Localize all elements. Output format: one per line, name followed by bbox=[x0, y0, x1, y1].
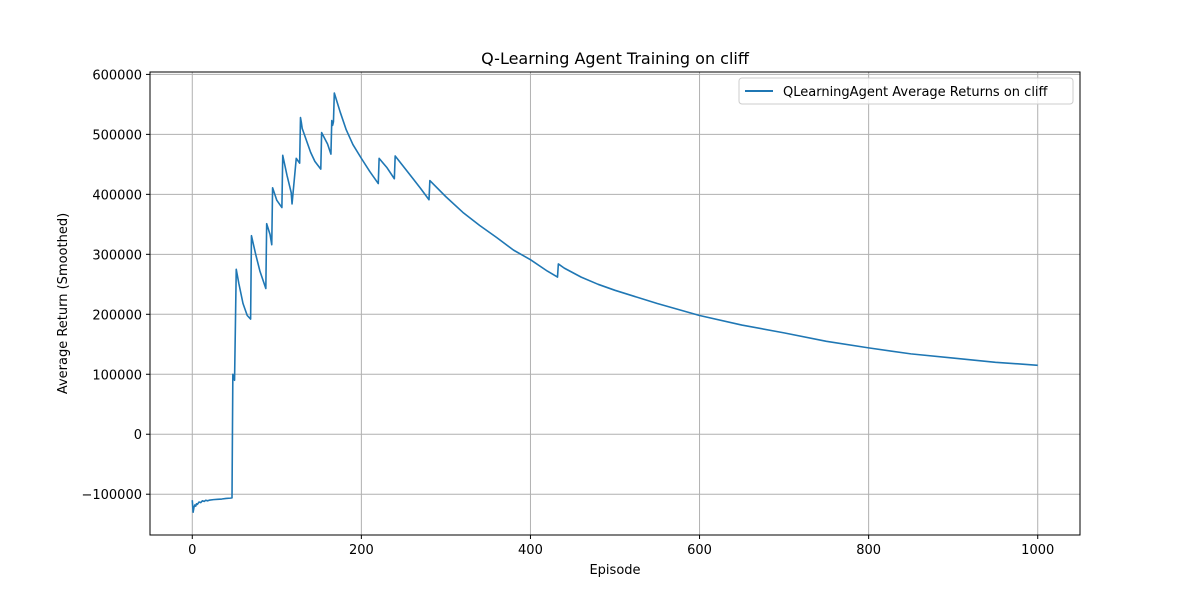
y-tick-label: 300000 bbox=[92, 248, 142, 263]
legend-box bbox=[738, 77, 1074, 105]
x-tick-label: 1000 bbox=[1021, 543, 1054, 558]
y-tick-label: 200000 bbox=[92, 308, 142, 323]
legend-label: QLearningAgent Average Returns on cliff bbox=[783, 85, 1049, 100]
x-axis-title: Episode bbox=[589, 563, 640, 578]
y-tick-label: 100000 bbox=[92, 368, 142, 383]
y-tick-label: 600000 bbox=[92, 68, 142, 83]
y-axis-title: Average Return (Smoothed) bbox=[56, 213, 71, 394]
x-tick-label: 0 bbox=[188, 543, 196, 558]
y-tick-label: 0 bbox=[134, 428, 142, 443]
grid bbox=[150, 72, 1080, 535]
y-tick-label: 500000 bbox=[92, 128, 142, 143]
x-tick-label: 200 bbox=[349, 543, 374, 558]
plot-frame bbox=[149, 71, 1081, 536]
ticks: 0 200 400 600 800 1000 −100000 0 100000 200000 300… bbox=[81, 68, 1054, 558]
chart-title: Q-Learning Agent Training on cliff bbox=[481, 49, 750, 68]
x-tick-label: 400 bbox=[518, 543, 543, 558]
legend: QLearningAgent Average Returns on cliff bbox=[738, 77, 1074, 105]
series-layer bbox=[191, 92, 1038, 514]
series-line-0 bbox=[191, 92, 1038, 514]
y-tick-label: −100000 bbox=[81, 488, 142, 503]
x-tick-label: 600 bbox=[687, 543, 712, 558]
x-tick-label: 800 bbox=[856, 543, 881, 558]
y-tick-label: 400000 bbox=[92, 188, 142, 203]
